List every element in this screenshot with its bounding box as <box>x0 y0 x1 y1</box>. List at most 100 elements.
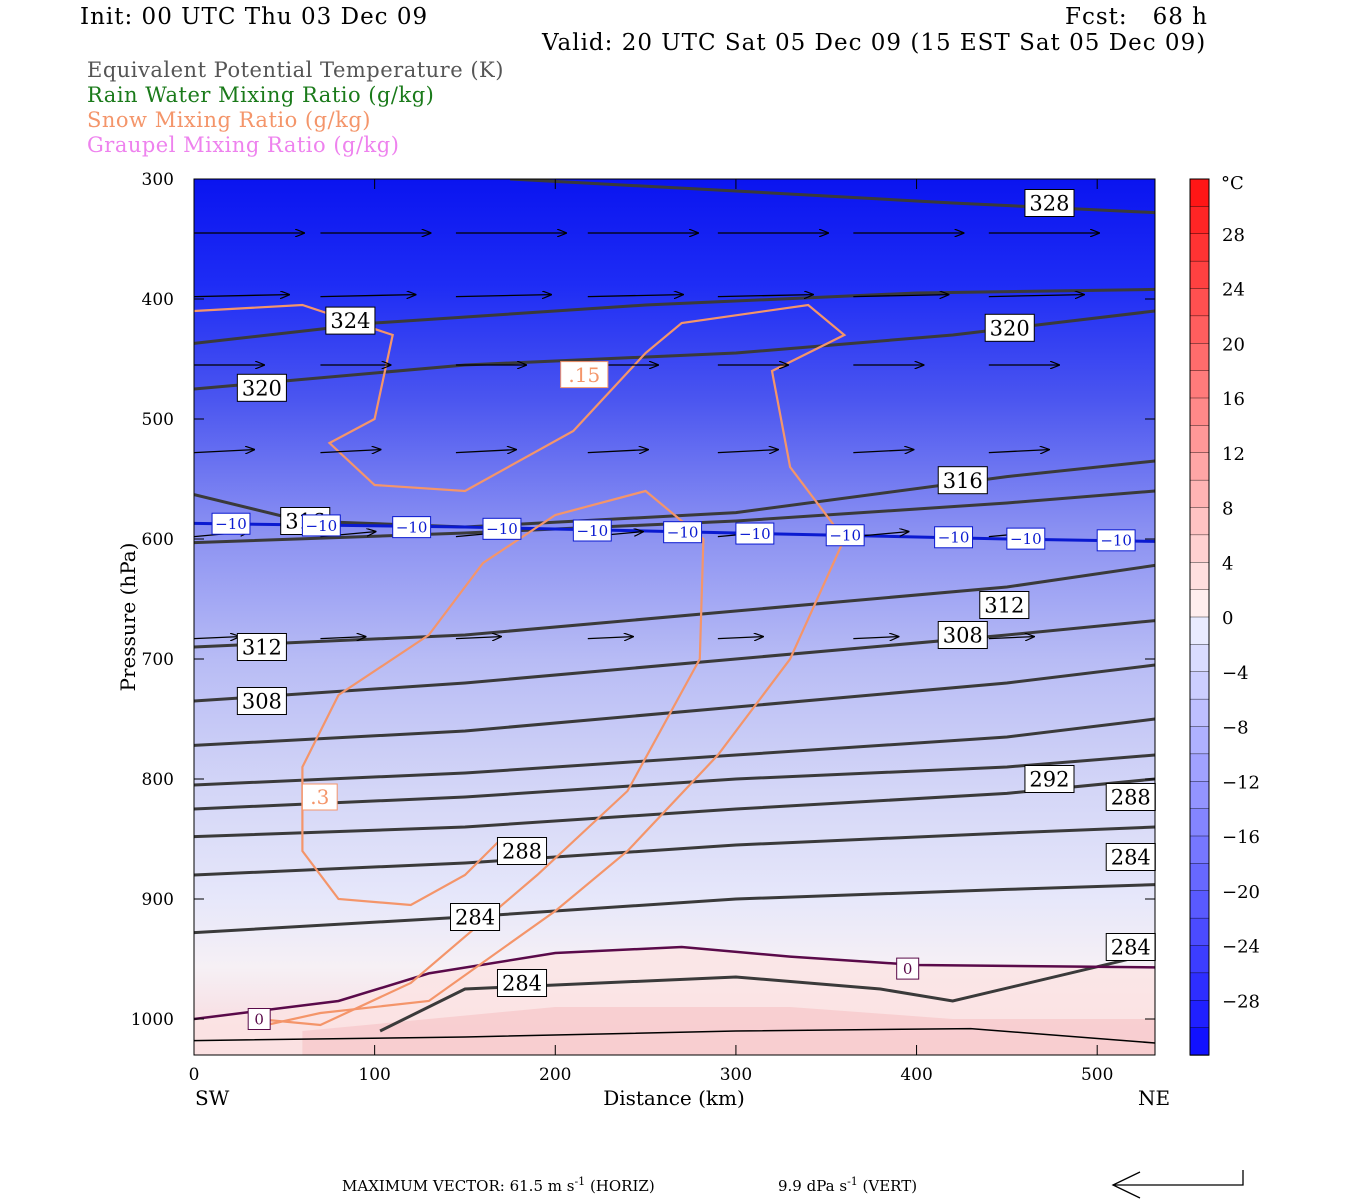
isotherm-minus10-label-1-box <box>301 514 341 537</box>
theta-e-label-13-box <box>496 969 548 997</box>
isotherm-zero-label-1-box <box>896 957 920 980</box>
theta-e-label-6: 308 <box>242 690 282 714</box>
colorbar-tick-label-11: −16 <box>1222 827 1260 848</box>
y-tick-label-6: 900 <box>142 890 174 910</box>
theta-e-label-2-box <box>236 373 287 402</box>
colorbar-band-6 <box>1189 534 1210 563</box>
max-vector-horiz: MAXIMUM VECTOR: 61.5 m s <box>342 1177 574 1195</box>
theta-e-label-b-11-box <box>450 903 501 931</box>
colorbar-tick-label-8: −4 <box>1222 663 1249 684</box>
reference-vector-head <box>1111 1171 1141 1199</box>
theta-e-label-b-9-box <box>496 837 548 865</box>
colorbar-tick-label-7: 0 <box>1222 608 1233 629</box>
theta-e-label-9-box <box>1105 783 1156 811</box>
theta-e-label-5-box <box>236 633 287 661</box>
x-tick-label-4: 400 <box>900 1065 932 1085</box>
isotherm-minus10-label-7: −10 <box>829 527 861 545</box>
isotherm-minus10-label-9: −10 <box>1010 530 1042 548</box>
reference-vector-arrow <box>1113 1170 1244 1186</box>
theta-e-label-11-box <box>1105 843 1156 871</box>
colorbar-tick-label-5: 8 <box>1222 499 1233 520</box>
max-vector-vert-exp: -1 <box>847 1175 858 1188</box>
isotherm-minus10-label-2: −10 <box>396 519 428 537</box>
colorbar-band-32 <box>1189 178 1210 208</box>
wind-vector-5-6 <box>988 637 1034 639</box>
colorbar-unit: °C <box>1221 173 1244 194</box>
isotherm-zero-label-1: 0 <box>903 960 913 978</box>
x-tick-label-5: 500 <box>1081 1065 1113 1085</box>
isotherm-zero-label-0: 0 <box>254 1010 264 1028</box>
isotherm-minus10-label-4: −10 <box>576 522 608 540</box>
snow-contour-0 <box>194 303 847 1027</box>
left-end-label: SW <box>195 1086 230 1110</box>
colorbar-band-18 <box>1189 370 1210 399</box>
wind-vector-1-5 <box>853 295 948 297</box>
wind-vector-1-0 <box>194 295 289 297</box>
colorbar-band--14 <box>1189 808 1210 837</box>
theta-e-contour-7 <box>194 663 1155 747</box>
max-vector-vert: 9.9 dPa s <box>778 1177 847 1195</box>
colorbar-band--26 <box>1189 972 1210 1001</box>
colorbar-tick-label-4: 12 <box>1222 444 1245 465</box>
colorbar-band--28 <box>1189 1000 1210 1029</box>
isotherm-minus10-label-3: −10 <box>486 520 518 538</box>
colorbar-tick-label-0: 28 <box>1222 225 1245 246</box>
colorbar-band--8 <box>1189 726 1210 755</box>
wind-vector-3-0 <box>194 450 254 453</box>
colorbar-tick-label-10: −12 <box>1222 772 1260 793</box>
theta-e-contour-11 <box>194 825 1155 877</box>
theta-e-contour-6 <box>194 619 1155 703</box>
max-vector-legend: MAXIMUM VECTOR: 61.5 m s-1 (HORIZ) 9.9 d… <box>342 1170 1244 1199</box>
isotherm-minus10-label-3-box <box>482 517 522 540</box>
wind-vector-1-6 <box>988 295 1084 297</box>
theta-e-contour-8 <box>194 717 1155 787</box>
legend-graupel: Graupel Mixing Ratio (g/kg) <box>87 133 400 157</box>
theta-e-contour-12 <box>194 883 1155 935</box>
colorbar-band-14 <box>1189 425 1210 454</box>
colorbar-tick-label-13: −24 <box>1222 937 1260 958</box>
colorbar-tick-label-3: 16 <box>1222 389 1245 410</box>
y-tick-label-0: 300 <box>142 170 174 190</box>
theta-e-label-0: 328 <box>1029 192 1069 216</box>
max-vector-exp: -1 <box>574 1175 585 1188</box>
right-end-label: NE <box>1138 1086 1170 1110</box>
colorbar-band--24 <box>1189 945 1210 974</box>
wind-vector-1-4 <box>717 295 813 297</box>
wind-vector-5-0 <box>194 637 239 639</box>
colorbar-band--20 <box>1189 890 1210 919</box>
theta-e-label-1-box <box>325 306 376 335</box>
surface-line <box>194 1027 1155 1044</box>
theta-e-label-b-3: 316 <box>943 469 983 493</box>
colorbar-band--6 <box>1189 698 1210 728</box>
snow-label-0-box <box>560 361 609 389</box>
colorbar-tick-label-6: 4 <box>1222 553 1233 574</box>
theta-e-label-b-2: 320 <box>990 316 1030 340</box>
isotherm-minus10-label-1: −10 <box>306 517 338 535</box>
max-vector-horiz-suffix: (HORIZ) <box>585 1177 655 1195</box>
colorbar-band-12 <box>1189 452 1210 481</box>
isotherm-minus10-label-4-box <box>572 519 612 542</box>
colorbar-band-0 <box>1189 616 1210 646</box>
x-tick-label-1: 100 <box>358 1065 390 1085</box>
theta-e-contour-13 <box>379 951 1155 1033</box>
legend-theta-e: Equivalent Potential Temperature (K) <box>87 58 504 82</box>
y-tick-label-1: 400 <box>142 290 174 310</box>
theta-e-label-b-3-box <box>937 466 988 495</box>
wind-vector-3-4 <box>717 450 778 453</box>
plot-frame <box>193 178 1156 1056</box>
isotherm-minus10-label-0: −10 <box>215 515 247 533</box>
valid-time: Valid: 20 UTC Sat 05 Dec 09 (15 EST Sat … <box>542 30 1207 56</box>
theta-e-label-11: 284 <box>1111 846 1151 870</box>
theta-e-label-0-box <box>1024 189 1075 217</box>
theta-e-label-b-2-box <box>984 313 1035 342</box>
y-tick-label-3: 600 <box>142 530 174 550</box>
isotherm-minus10-label-5-box <box>663 521 703 544</box>
colorbar-band-2 <box>1189 589 1210 618</box>
theta-e-label-b-13: 284 <box>1111 936 1151 960</box>
isotherm-minus10-label-2-box <box>392 516 432 539</box>
y-tick-label-2: 500 <box>142 410 174 430</box>
isotherm-minus10-label-10: −10 <box>1100 532 1132 550</box>
theta-e-label-5: 312 <box>242 636 282 660</box>
x-tick-label-2: 200 <box>539 1065 571 1085</box>
